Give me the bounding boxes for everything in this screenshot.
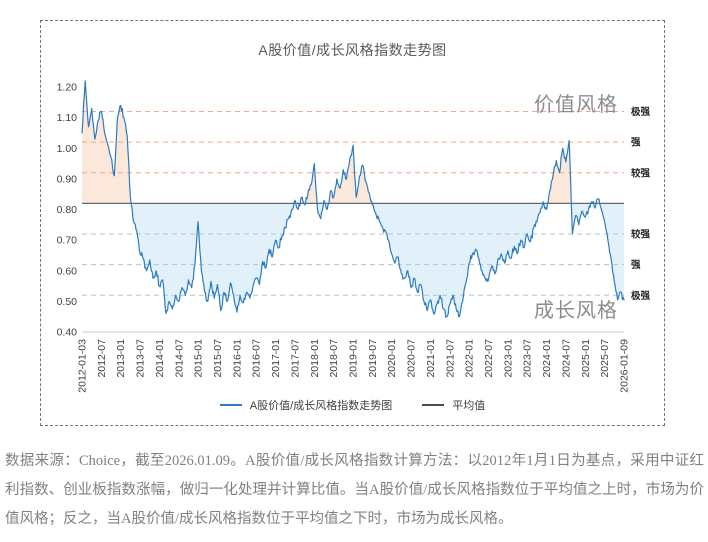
- chart-legend: A股价值/成长风格指数走势图 平均值: [40, 397, 665, 413]
- legend-item-label: 平均值: [452, 400, 486, 412]
- svg-text:2018-01: 2018-01: [309, 339, 321, 378]
- svg-text:强: 强: [631, 260, 641, 271]
- svg-text:1.00: 1.00: [57, 143, 78, 155]
- chart-title: A股价值/成长风格指数走势图: [258, 42, 447, 58]
- svg-text:0.50: 0.50: [57, 296, 78, 308]
- svg-text:0.60: 0.60: [57, 265, 78, 277]
- series-line: [81, 80, 625, 318]
- svg-text:2019-07: 2019-07: [367, 339, 379, 378]
- fill-below-average: [82, 203, 624, 318]
- svg-text:2023-07: 2023-07: [522, 339, 534, 378]
- series-line-swatch: [219, 404, 242, 406]
- svg-text:2024-01: 2024-01: [541, 339, 553, 378]
- svg-text:2025-07: 2025-07: [599, 339, 611, 378]
- svg-text:2021-01: 2021-01: [425, 339, 437, 378]
- x-axis-labels: 2012-01-03 2012-07 2013-01 2013-07 2014-01 20…: [77, 339, 631, 393]
- legend-item-label: A股价值/成长风格指数走势图: [249, 400, 393, 412]
- svg-text:2012-01-03: 2012-01-03: [77, 339, 89, 393]
- average-line-swatch: [422, 404, 445, 406]
- svg-text:2016-07: 2016-07: [251, 339, 263, 378]
- value-style-label: 价值风格: [534, 94, 618, 116]
- svg-text:2014-07: 2014-07: [173, 339, 185, 378]
- svg-text:2020-01: 2020-01: [386, 339, 398, 378]
- svg-text:2024-07: 2024-07: [560, 339, 572, 378]
- svg-text:极强: 极强: [631, 106, 651, 118]
- svg-text:2012-07: 2012-07: [96, 339, 108, 378]
- svg-text:2022-01: 2022-01: [464, 339, 476, 378]
- svg-text:2014-01: 2014-01: [154, 339, 166, 378]
- svg-text:2015-07: 2015-07: [212, 339, 224, 378]
- svg-text:1.20: 1.20: [57, 82, 78, 94]
- y-axis-labels: 0.40 0.50 0.60 0.70 0.80 0.90 1.00 1.10 1.20: [57, 82, 78, 339]
- svg-text:2019-01: 2019-01: [348, 339, 360, 378]
- svg-text:2017-01: 2017-01: [270, 339, 282, 378]
- svg-text:较强: 较强: [631, 167, 651, 179]
- growth-style-label: 成长风格: [534, 300, 618, 322]
- svg-text:2023-01: 2023-01: [502, 339, 514, 378]
- svg-text:2013-07: 2013-07: [135, 339, 147, 378]
- svg-text:较强: 较强: [631, 229, 651, 241]
- svg-text:0.80: 0.80: [57, 204, 78, 216]
- source-caption: 数据来源：Choice，截至2026.01.09。A股价值/成长风格指数计算方法…: [5, 453, 704, 527]
- legend-item-average: 平均值: [422, 397, 485, 413]
- svg-text:0.70: 0.70: [57, 235, 78, 247]
- svg-text:2021-07: 2021-07: [444, 339, 456, 378]
- svg-text:2015-01: 2015-01: [193, 339, 205, 378]
- svg-text:2020-07: 2020-07: [406, 339, 418, 378]
- svg-text:2016-01: 2016-01: [231, 339, 243, 378]
- svg-text:2025-01: 2025-01: [580, 339, 592, 378]
- svg-text:强: 强: [631, 138, 641, 149]
- svg-text:0.40: 0.40: [57, 327, 78, 339]
- svg-text:0.90: 0.90: [57, 173, 78, 185]
- svg-text:2018-07: 2018-07: [328, 339, 340, 378]
- svg-text:2026-01-09: 2026-01-09: [619, 339, 631, 393]
- svg-text:极强: 极强: [631, 290, 651, 302]
- threshold-gridlines: [82, 111, 624, 296]
- svg-text:2017-07: 2017-07: [289, 339, 301, 378]
- legend-item-index: A股价值/成长风格指数走势图: [219, 397, 393, 413]
- svg-text:2022-07: 2022-07: [483, 339, 495, 378]
- svg-text:1.10: 1.10: [57, 112, 78, 124]
- svg-text:2013-01: 2013-01: [115, 339, 127, 378]
- fill-above-average: [82, 80, 624, 204]
